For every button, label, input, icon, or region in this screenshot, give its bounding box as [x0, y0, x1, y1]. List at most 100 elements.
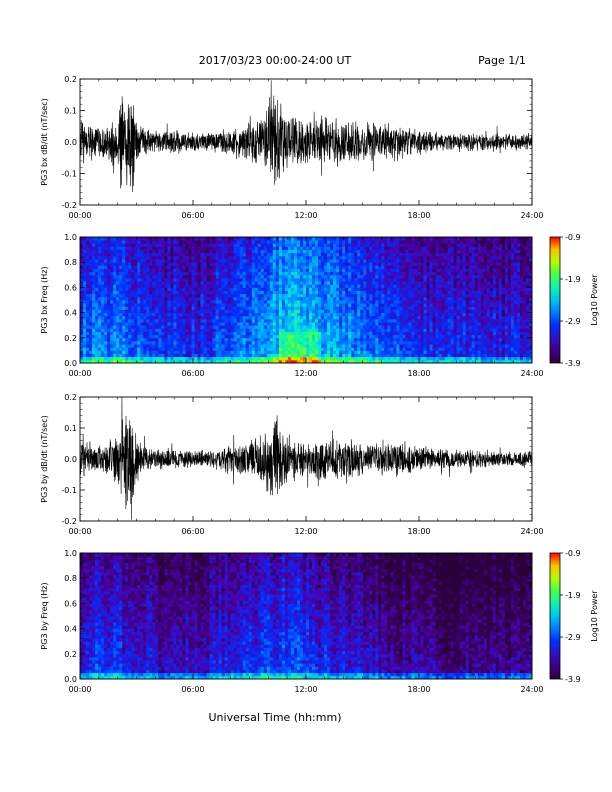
heatmap-cell [363, 356, 367, 361]
heatmap-cell [351, 312, 355, 317]
heatmap-cell [98, 337, 102, 342]
heatmap-cell [80, 274, 84, 279]
heatmap-cell [146, 300, 150, 304]
heatmap-cell [164, 237, 168, 241]
heatmap-cell [372, 255, 376, 260]
heatmap-cell [384, 296, 388, 301]
heatmap-cell [312, 347, 316, 351]
heatmap-cell [363, 268, 367, 273]
heatmap-cell [206, 312, 210, 317]
heatmap-cell [119, 315, 123, 320]
heatmap-cell [275, 249, 280, 254]
heatmap-cell [414, 246, 418, 250]
heatmap-cell [113, 353, 117, 358]
heatmap-cell [315, 284, 319, 288]
heatmap-cell [336, 334, 340, 339]
heatmap-cell [396, 265, 400, 269]
heatmap-cell [312, 240, 316, 244]
heatmap-cell [354, 303, 358, 307]
heatmap-cell [290, 322, 295, 326]
heatmap-cell [293, 243, 298, 247]
heatmap-cell [402, 274, 406, 279]
heatmap-cell [417, 252, 421, 257]
heatmap-cell [396, 334, 400, 339]
heatmap-cell [137, 315, 141, 320]
heatmap-cell [86, 303, 90, 307]
heatmap-cell [429, 271, 433, 276]
heatmap-cell [369, 347, 373, 351]
heatmap-cell [402, 331, 406, 336]
heatmap-cell [417, 290, 421, 295]
heatmap-cell [146, 265, 150, 269]
heatmap-cell [441, 334, 446, 339]
heatmap-cell [215, 350, 220, 354]
heatmap-cell [197, 359, 201, 364]
heatmap-cell [116, 350, 120, 354]
heatmap-cell [80, 268, 84, 273]
heatmap-cell [110, 318, 114, 323]
heatmap-cell [312, 262, 316, 266]
heatmap-cell [149, 274, 153, 279]
heatmap-cell [206, 255, 210, 260]
heatmap-cell [257, 315, 262, 320]
heatmap-cell [432, 265, 436, 269]
heatmap-cell [302, 325, 307, 329]
heatmap-cell [309, 284, 313, 288]
heatmap-cell [113, 328, 117, 332]
heatmap-cell [197, 350, 201, 354]
heatmap-cell [155, 359, 159, 364]
heatmap-cell [426, 347, 430, 351]
heatmap-cell [134, 306, 138, 310]
heatmap-cell [266, 356, 271, 361]
heatmap-cell [200, 265, 204, 269]
heatmap-cell [375, 271, 379, 276]
heatmap-cell [390, 353, 394, 358]
heatmap-cell [348, 322, 352, 326]
heatmap-cell [260, 312, 265, 317]
heatmap-cell [98, 315, 102, 320]
heatmap-cell [405, 347, 409, 351]
heatmap-cell [197, 265, 201, 269]
heatmap-cell [116, 303, 120, 307]
heatmap-cell [167, 243, 171, 247]
heatmap-cell [432, 262, 436, 266]
heatmap-cell [324, 303, 328, 307]
heatmap-cell [158, 328, 162, 332]
heatmap-cell [369, 331, 373, 336]
heatmap-cell [134, 347, 138, 351]
heatmap-cell [140, 328, 144, 332]
heatmap-cell [257, 353, 262, 358]
heatmap-cell [263, 262, 268, 266]
heatmap-cell [242, 274, 247, 279]
heatmap-cell [107, 268, 111, 273]
heatmap-cell [432, 293, 436, 298]
heatmap-cell [321, 287, 325, 291]
heatmap-cell [296, 340, 301, 345]
heatmap-cell [402, 259, 406, 263]
heatmap-cell [215, 315, 220, 320]
heatmap-cell [86, 243, 90, 247]
heatmap-cell [309, 271, 313, 276]
heatmap-cell [116, 318, 120, 323]
heatmap-cell [230, 318, 235, 323]
heatmap-cell [161, 322, 165, 326]
heatmap-cell [119, 312, 123, 317]
heatmap-cell [399, 322, 403, 326]
heatmap-cell [80, 312, 84, 317]
heatmap-cell [161, 315, 165, 320]
heatmap-cell [299, 353, 304, 358]
heatmap-cell [411, 281, 415, 285]
heatmap-cell [197, 268, 201, 273]
heatmap-cell [399, 290, 403, 295]
heatmap-cell [378, 340, 382, 345]
heatmap-cell [227, 325, 232, 329]
heatmap-cell [245, 271, 250, 276]
heatmap-cell [236, 252, 241, 257]
heatmap-cell [432, 340, 436, 345]
heatmap-cell [215, 303, 220, 307]
heatmap-cell [113, 281, 117, 285]
heatmap-cell [399, 318, 403, 323]
heatmap-cell [266, 274, 271, 279]
heatmap-cell [384, 246, 388, 250]
heatmap-cell [83, 344, 87, 348]
